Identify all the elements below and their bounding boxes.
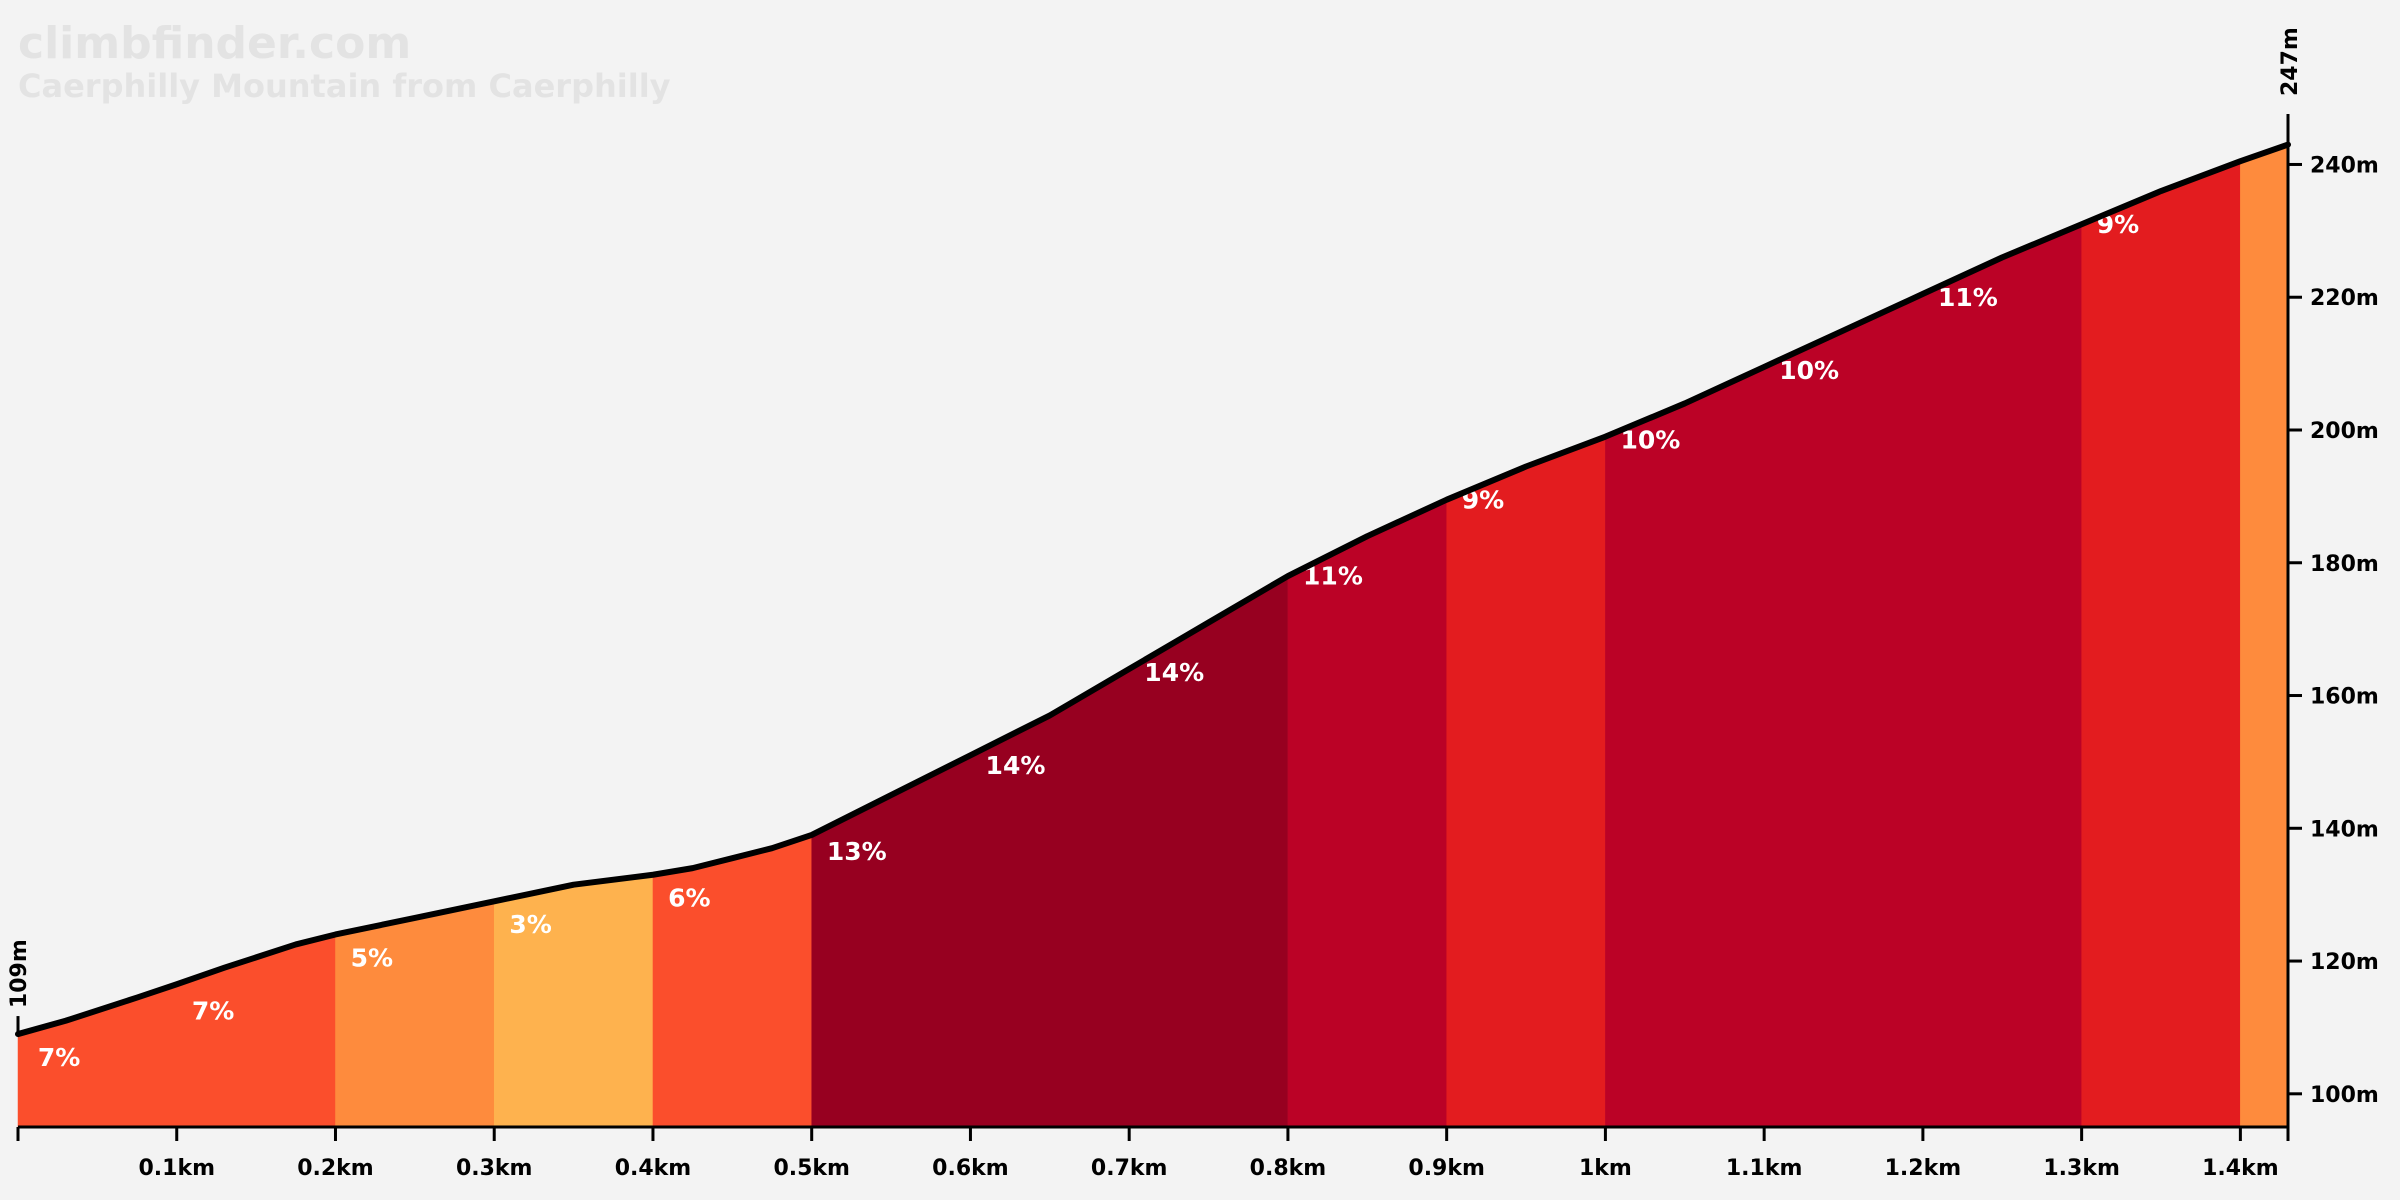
x-tick-label-7: 0.7km bbox=[1091, 1156, 1168, 1181]
x-tick-label-8: 0.8km bbox=[1250, 1156, 1327, 1181]
start-elevation-label: 109m bbox=[7, 939, 32, 1008]
gradient-segment-9 bbox=[2081, 160, 2241, 1128]
x-tick-label-4: 0.4km bbox=[615, 1156, 692, 1181]
y-tick-label-2: 120m bbox=[2310, 950, 2379, 975]
gradient-labels: 7%7%5%3%6%13%14%14%11%9%10%10%11%9% bbox=[38, 210, 2139, 1072]
gradient-segment-4 bbox=[652, 834, 812, 1128]
y-tick-label-5: 180m bbox=[2310, 552, 2379, 577]
y-tick-label-4: 160m bbox=[2310, 685, 2379, 710]
climb-title: Caerphilly Mountain from Caerphilly bbox=[18, 67, 671, 105]
gradient-segment-2 bbox=[335, 900, 495, 1128]
axes: 0.1km 0.2km 0.3km 0.4km 0.5km 0.6km 0.7km 0.8km… bbox=[7, 27, 2379, 1181]
gradient-label-8: 14% bbox=[1144, 658, 1204, 687]
y-tick-label-6: 200m bbox=[2310, 419, 2379, 444]
x-tick-label-11: 1.1km bbox=[1726, 1156, 1803, 1181]
gradient-segment-10 bbox=[2240, 144, 2289, 1128]
x-tick-label-14: 1.4km bbox=[2202, 1156, 2279, 1181]
gradient-label-3: 5% bbox=[351, 943, 393, 972]
gradient-label-12: 10% bbox=[1779, 356, 1839, 385]
gradient-segment-6 bbox=[1287, 499, 1447, 1128]
gradient-label-2: 7% bbox=[192, 997, 234, 1026]
gradient-label-6: 13% bbox=[827, 837, 887, 866]
y-tick-label-7: 220m bbox=[2310, 286, 2379, 311]
x-tick-label-2: 0.2km bbox=[297, 1156, 374, 1181]
x-tick-label-9: 0.9km bbox=[1408, 1156, 1485, 1181]
gradient-label-4: 3% bbox=[509, 910, 551, 939]
x-tick-label-6: 0.6km bbox=[932, 1156, 1009, 1181]
y-tick-label-1: 100m bbox=[2310, 1083, 2379, 1108]
x-tick-label-13: 1.3km bbox=[2043, 1156, 2120, 1181]
site-watermark: climbfinder.com bbox=[18, 18, 411, 69]
gradient-label-13: 11% bbox=[1938, 283, 1998, 312]
elevation-profile-line bbox=[15, 141, 2291, 1038]
y-tick-label-8: 240m bbox=[2310, 153, 2379, 178]
gradient-label-5: 6% bbox=[668, 884, 710, 913]
gradient-segment-8 bbox=[1605, 223, 2082, 1128]
gradient-segment-7 bbox=[1446, 436, 1606, 1128]
end-elevation-label: 247m bbox=[2278, 27, 2303, 96]
x-tick-label-5: 0.5km bbox=[773, 1156, 850, 1181]
gradient-label-1: 7% bbox=[38, 1043, 80, 1072]
gradient-label-7: 14% bbox=[986, 751, 1046, 780]
y-tick-label-3: 140m bbox=[2310, 817, 2379, 842]
gradient-label-11: 10% bbox=[1621, 426, 1681, 455]
x-tick-label-10: 1km bbox=[1579, 1156, 1632, 1181]
profile-outline bbox=[15, 141, 2291, 1038]
x-tick-label-1: 0.1km bbox=[138, 1156, 215, 1181]
gradient-segments bbox=[17, 144, 2289, 1128]
gradient-segment-1 bbox=[17, 934, 336, 1128]
x-tick-label-3: 0.3km bbox=[456, 1156, 533, 1181]
x-tick-label-12: 1.2km bbox=[1885, 1156, 1962, 1181]
